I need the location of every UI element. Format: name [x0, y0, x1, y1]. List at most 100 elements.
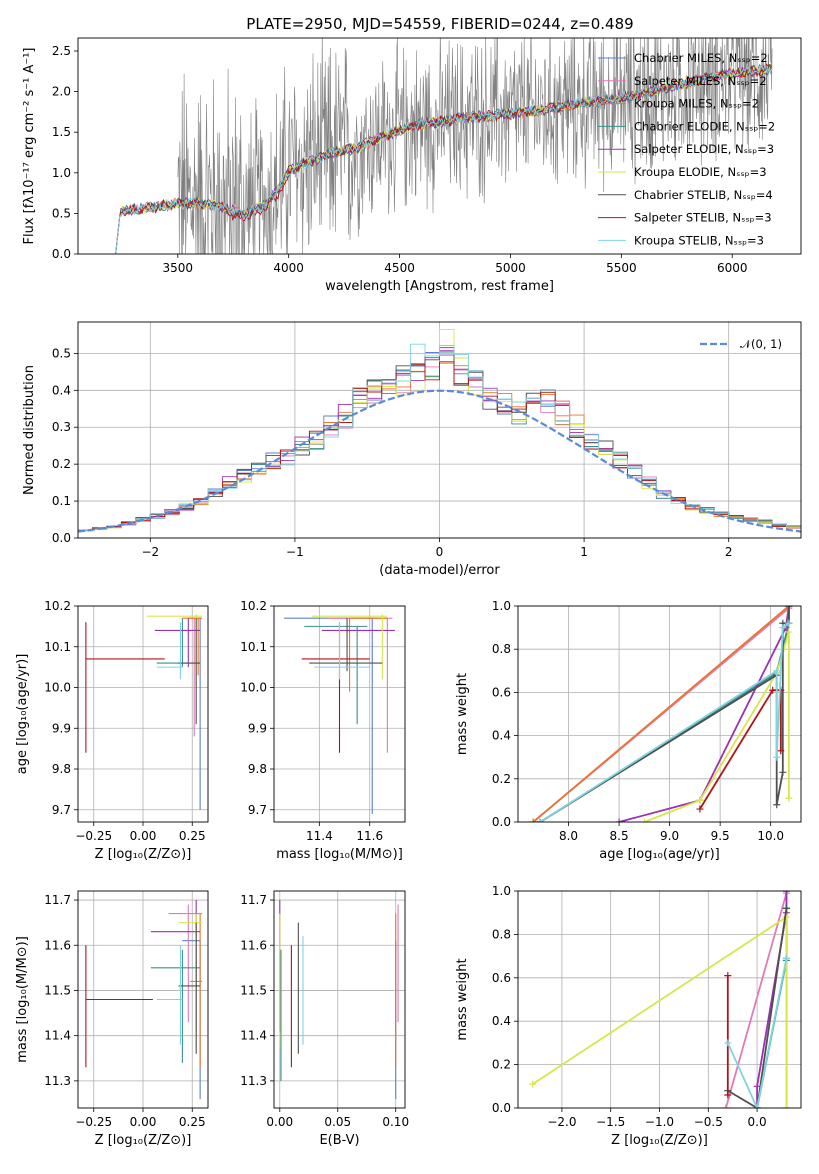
x-tick-label: 8.0	[559, 829, 578, 843]
model-spectrum-line	[115, 64, 772, 254]
x-tick-label: 10.0	[757, 829, 784, 843]
y-tick-label: 0.5	[52, 206, 71, 220]
axes-frame	[273, 605, 406, 823]
axes-frame	[77, 605, 209, 823]
weight-marker	[785, 794, 793, 802]
y-axis-label: Flux [fλ10⁻¹⁷ erg cm⁻² s⁻¹ A⁻¹]	[22, 48, 37, 245]
axes-frame	[517, 890, 802, 1109]
y-tick-label: 10.2	[240, 599, 267, 613]
x-tick-label: 0.00	[130, 829, 157, 843]
weight-series-line	[618, 606, 790, 822]
errorbar-point	[314, 622, 370, 680]
y-axis-label: mass weight	[455, 958, 470, 1040]
y-tick-label: 0.0	[492, 815, 511, 829]
y-tick-label: 10.1	[44, 640, 71, 654]
errorbar-point	[156, 622, 183, 680]
x-axis-label: Z [log₁₀(Z/Z⊙)]	[95, 847, 192, 862]
x-tick-label: 8.5	[610, 829, 629, 843]
weight-marker	[529, 818, 537, 822]
y-axis-label: mass weight	[455, 673, 470, 755]
y-tick-label: 0.4	[492, 1014, 511, 1028]
x-tick-label: −1	[286, 545, 304, 559]
panel-spectrum: 3500 4000 4500 5000 5500 6000 0.0 0.5 1.0 1.5 2.0 2…	[22, 37, 802, 294]
y-tick-label: 0.2	[52, 457, 71, 471]
weight-marker	[722, 1104, 730, 1108]
axes-frame	[77, 321, 802, 539]
weight-marker	[773, 667, 781, 675]
weight-marker	[615, 818, 623, 822]
x-tick-label: 0	[436, 545, 444, 559]
x-tick-label: −1.5	[596, 1115, 625, 1129]
weight-marker	[769, 686, 777, 694]
axes-frame	[77, 37, 802, 255]
y-tick-label: 11.6	[240, 938, 267, 952]
weight-series-line	[756, 891, 788, 1108]
y-tick-label: 10.2	[44, 599, 71, 613]
y-tick-label: 9.7	[248, 803, 267, 817]
x-tick-label: 1	[580, 545, 588, 559]
plot-area-age-vs-weight	[529, 606, 793, 822]
x-tick-label: 9.0	[660, 829, 679, 843]
axes-frame	[517, 605, 802, 823]
y-tick-label: 0.6	[492, 971, 511, 985]
y-tick-label: 10.1	[240, 640, 267, 654]
weight-marker	[782, 891, 790, 895]
y-tick-label: 11.7	[240, 893, 267, 907]
panel-mass-vs-age: 11.4 11.6 9.7 9.8 9.9 10.0 10.1 10.2 mass [log₁₀…	[240, 599, 406, 862]
y-tick-label: 1.0	[52, 166, 71, 180]
y-tick-label: 0.4	[492, 729, 511, 743]
legend-entry: Chabrier MILES, Nₛₛₚ=2	[634, 51, 768, 65]
errorbar-point	[309, 618, 383, 672]
x-tick-label: 5000	[495, 261, 526, 275]
y-tick-label: 0.2	[492, 1058, 511, 1072]
y-tick-label: 10.0	[240, 681, 267, 695]
legend-entry: Kroupa MILES, Nₛₛₚ=2	[634, 97, 759, 111]
x-axis-label: (data-model)/error	[379, 563, 500, 578]
errorbar-point	[85, 945, 153, 1068]
weight-marker	[773, 801, 781, 809]
weight-series-line	[532, 606, 790, 822]
y-tick-label: 9.8	[52, 762, 71, 776]
x-tick-label: −0.25	[75, 1115, 112, 1129]
legend-entry: Kroupa ELODIE, Nₛₛₚ=3	[634, 165, 767, 179]
y-tick-label: 0.4	[52, 383, 71, 397]
normal-curve	[78, 389, 801, 533]
x-axis-label: wavelength [Angstrom, rest frame]	[325, 279, 554, 294]
x-tick-label: 2	[725, 545, 733, 559]
x-tick-label: 11.6	[356, 829, 383, 843]
y-tick-label: 9.7	[52, 803, 71, 817]
weight-marker	[753, 1104, 761, 1108]
errorbar-point	[311, 614, 388, 680]
y-axis-label: Normed distribution	[22, 365, 37, 495]
y-tick-label: 11.4	[240, 1029, 267, 1043]
x-axis-label: E(B-V)	[319, 1133, 359, 1148]
legend-entry: Salpeter MILES, Nₛₛₚ=2	[634, 74, 767, 88]
weight-marker	[782, 904, 790, 912]
y-tick-label: 0.8	[492, 927, 511, 941]
y-tick-label: 0.2	[492, 772, 511, 786]
x-tick-label: 0.00	[266, 1115, 293, 1129]
legend-entry: 𝒩(0, 1)	[740, 337, 782, 351]
weight-marker	[724, 1039, 732, 1047]
weight-marker	[782, 1104, 790, 1108]
legend-entry: Salpeter STELIB, Nₛₛₚ=3	[634, 211, 772, 225]
y-axis-label: mass [log₁₀(M/M⊙)]	[15, 936, 30, 1063]
x-tick-label: 0.0	[748, 1115, 767, 1129]
histogram-step	[78, 361, 801, 532]
legend-entry: Kroupa STELIB, Nₛₛₚ=3	[634, 233, 764, 247]
plot-area-z-vs-weight	[529, 891, 790, 1108]
y-tick-label: 1.0	[492, 599, 511, 613]
y-tick-label: 11.4	[44, 1029, 71, 1043]
y-tick-label: 11.7	[44, 893, 71, 907]
y-tick-label: 11.3	[240, 1074, 267, 1088]
x-tick-label: 0.00	[130, 1115, 157, 1129]
y-tick-label: 11.5	[240, 983, 267, 997]
x-tick-label: 0.05	[324, 1115, 351, 1129]
weight-marker	[724, 972, 732, 980]
panel-age-vs-weight: 8.0 8.5 9.0 9.5 10.0 0.0 0.2 0.4 0.6 0.8 1.0 age [l…	[455, 599, 802, 862]
x-tick-label: 4500	[384, 261, 415, 275]
errorbar-point	[178, 922, 201, 1054]
weight-marker	[724, 1091, 732, 1099]
